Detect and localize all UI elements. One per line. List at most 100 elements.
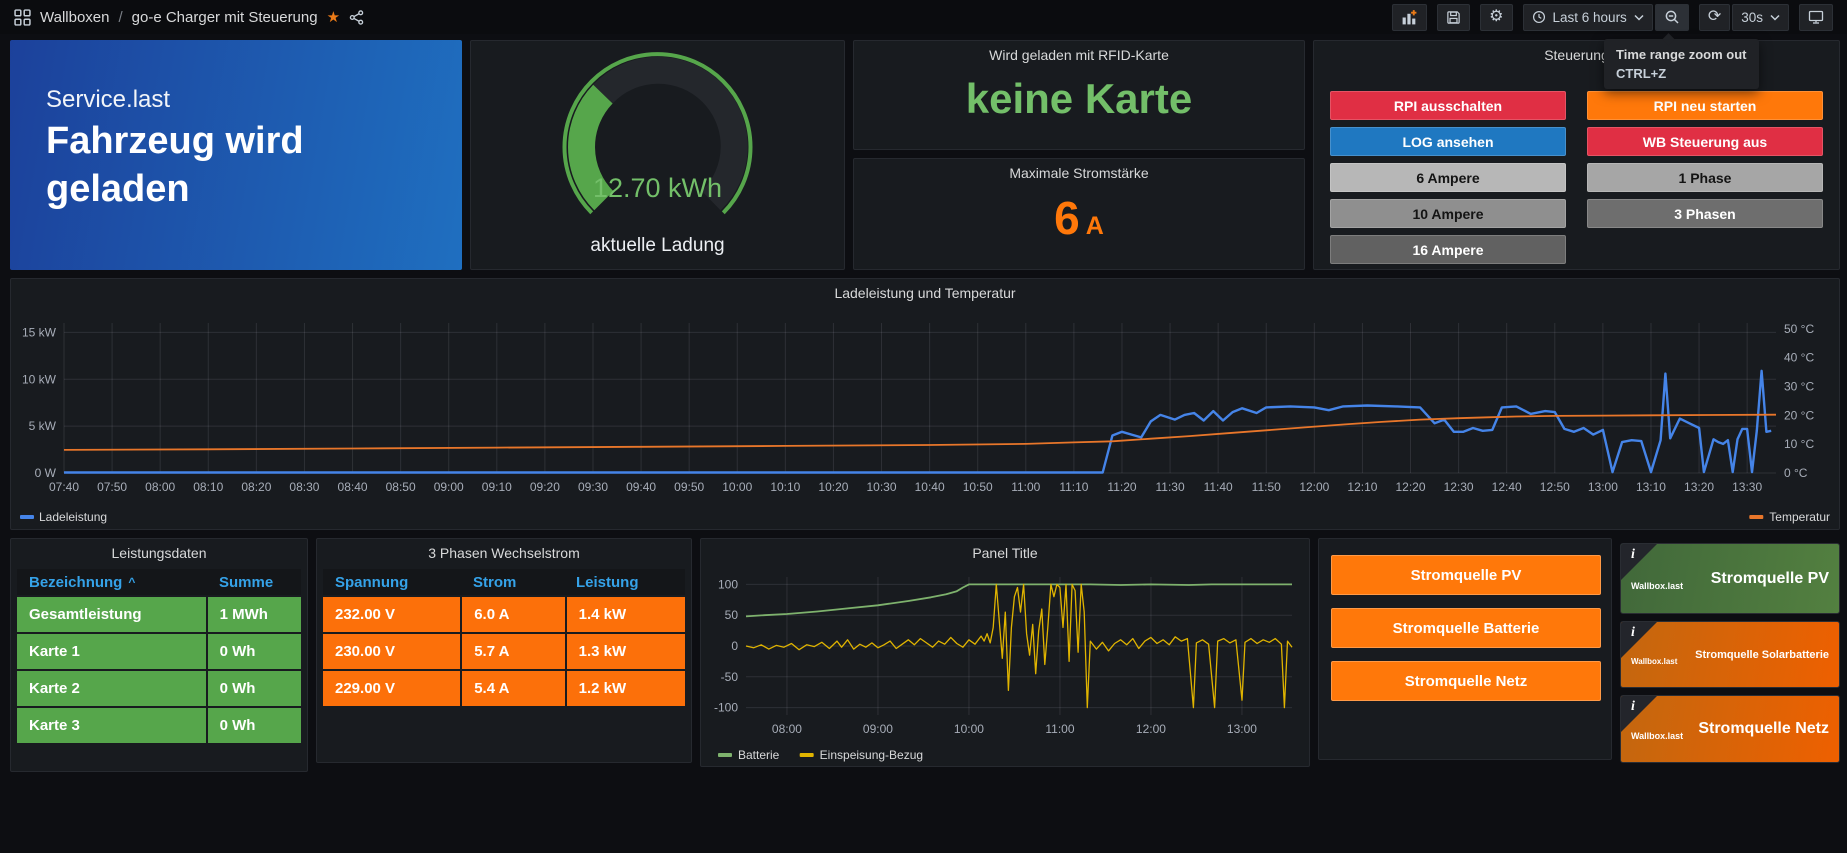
- corner-ribbon: [1621, 622, 1657, 658]
- column-header-spannung[interactable]: Spannung: [335, 573, 409, 591]
- column-header-bezeichnung[interactable]: Bezeichnung ^: [29, 573, 136, 591]
- panel-title[interactable]: Ladeleistung und Temperatur: [834, 285, 1016, 301]
- cell-bezeichnung: Karte 3: [17, 708, 206, 743]
- panel-title[interactable]: 3 Phasen Wechselstrom: [428, 545, 580, 561]
- gear-icon: ⚙: [1489, 8, 1504, 25]
- svg-text:07:40: 07:40: [49, 480, 79, 494]
- svg-text:10:10: 10:10: [770, 480, 800, 494]
- charge-gauge-panel: 12.70 kWh aktuelle Ladung: [470, 40, 845, 270]
- svg-text:-50: -50: [721, 670, 739, 684]
- cell-spannung: 229.00 V: [323, 671, 461, 706]
- svg-text:09:00: 09:00: [434, 480, 464, 494]
- svg-text:10:40: 10:40: [915, 480, 945, 494]
- button-10-ampere[interactable]: 10 Ampere: [1330, 199, 1566, 228]
- panel-title[interactable]: Maximale Stromstärke: [1009, 165, 1149, 181]
- apps-grid-icon[interactable]: [14, 8, 31, 26]
- card-title: Stromquelle Netz: [1698, 720, 1829, 737]
- cell-leistung: 1.4 kW: [566, 597, 685, 632]
- breadcrumb-current[interactable]: go-e Charger mit Steuerung: [131, 8, 318, 26]
- table-row: Gesamtleistung 1 MWh: [17, 597, 301, 632]
- add-panel-button[interactable]: [1392, 3, 1428, 31]
- button-stromquelle-netz[interactable]: Stromquelle Netz: [1331, 661, 1601, 701]
- breadcrumb-root[interactable]: Wallboxen: [40, 8, 110, 26]
- button-16-ampere[interactable]: 16 Ampere: [1330, 235, 1566, 264]
- cell-spannung: 232.00 V: [323, 597, 461, 632]
- zoom-out-button[interactable]: [1654, 3, 1689, 31]
- svg-text:11:00: 11:00: [1011, 480, 1040, 494]
- card-source: Wallbox.last: [1631, 731, 1684, 741]
- svg-text:09:10: 09:10: [482, 480, 512, 494]
- table-row: Karte 1 0 Wh: [17, 634, 301, 669]
- svg-text:0: 0: [731, 639, 738, 653]
- svg-text:12:40: 12:40: [1492, 480, 1522, 494]
- svg-text:08:10: 08:10: [193, 480, 223, 494]
- cell-summe: 0 Wh: [207, 708, 301, 743]
- svg-text:08:40: 08:40: [338, 480, 368, 494]
- svg-text:12.70 kWh: 12.70 kWh: [593, 173, 722, 203]
- card-stromquelle-pv[interactable]: i Wallbox.last Stromquelle PV: [1620, 543, 1840, 614]
- button-1-phase[interactable]: 1 Phase: [1587, 163, 1823, 192]
- svg-text:-100: -100: [714, 701, 738, 715]
- svg-text:12:50: 12:50: [1540, 480, 1570, 494]
- refresh-interval-picker[interactable]: 30s: [1732, 3, 1789, 31]
- refresh-button[interactable]: ⟳: [1698, 3, 1731, 31]
- panel-title[interactable]: Panel Title: [972, 545, 1038, 561]
- time-range-picker[interactable]: Last 6 hours: [1522, 3, 1653, 31]
- table-row: 229.00 V 5.4 A 1.2 kW: [323, 671, 685, 706]
- svg-text:Temperatur: Temperatur: [1769, 510, 1830, 524]
- button-6-ampere[interactable]: 6 Ampere: [1330, 163, 1566, 192]
- kiosk-mode-button[interactable]: [1799, 3, 1833, 31]
- svg-text:13:00: 13:00: [1227, 722, 1257, 736]
- table-row: 232.00 V 6.0 A 1.4 kW: [323, 597, 685, 632]
- batterie-einspeisung-panel: Panel Title 08:00 09:00 10:00 11:00 12:00 13:…: [700, 538, 1310, 767]
- button-rpi-neu-starten[interactable]: RPI neu starten: [1587, 91, 1823, 120]
- dashboard-settings-button[interactable]: ⚙: [1480, 3, 1513, 31]
- service-status-panel: Service.last Fahrzeug wird geladen: [10, 40, 462, 270]
- card-stromquelle-solarbatterie[interactable]: i Wallbox.last Stromquelle Solarbatterie: [1620, 621, 1840, 688]
- svg-text:0 °C: 0 °C: [1784, 466, 1808, 480]
- svg-text:11:40: 11:40: [1204, 480, 1233, 494]
- refresh-interval-label: 30s: [1741, 9, 1763, 25]
- refresh-icon: ⟳: [1707, 8, 1722, 25]
- svg-text:20 °C: 20 °C: [1784, 408, 1814, 422]
- max-current-number: 6: [1054, 192, 1080, 244]
- button-stromquelle-pv[interactable]: Stromquelle PV: [1331, 555, 1601, 595]
- button-3-phasen[interactable]: 3 Phasen: [1587, 199, 1823, 228]
- button-rpi-ausschalten[interactable]: RPI ausschalten: [1330, 91, 1566, 120]
- ladeleistung-temperatur-chart[interactable]: 07:40 07:50 08:00 08:10 08:20 08:30 08:40 08:50…: [12, 303, 1838, 529]
- button-log-ansehen[interactable]: LOG ansehen: [1330, 127, 1566, 156]
- cell-leistung: 1.3 kW: [566, 634, 685, 669]
- svg-text:11:10: 11:10: [1059, 480, 1088, 494]
- charge-gauge: 12.70 kWh: [471, 47, 844, 229]
- svg-text:15 kW: 15 kW: [22, 325, 57, 339]
- column-header-summe[interactable]: Summe: [219, 573, 274, 591]
- tooltip-shortcut: CTRL+Z: [1616, 66, 1667, 81]
- batterie-einspeisung-chart[interactable]: 08:00 09:00 10:00 11:00 12:00 13:00 100 50 0 -50 -…: [702, 565, 1308, 767]
- table-header: Bezeichnung ^ Summe: [17, 569, 301, 595]
- cell-leistung: 1.2 kW: [566, 671, 685, 706]
- column-header-strom[interactable]: Strom: [473, 573, 517, 591]
- button-stromquelle-batterie[interactable]: Stromquelle Batterie: [1331, 608, 1601, 648]
- navbar: Wallboxen / go-e Charger mit Steuerung ★: [0, 0, 1847, 34]
- save-dashboard-button[interactable]: [1437, 3, 1471, 31]
- column-header-leistung[interactable]: Leistung: [576, 573, 639, 591]
- button-wb-steuerung-aus[interactable]: WB Steuerung aus: [1587, 127, 1823, 156]
- share-icon[interactable]: [349, 9, 364, 25]
- svg-text:10:00: 10:00: [722, 480, 752, 494]
- svg-text:10 kW: 10 kW: [22, 372, 57, 386]
- svg-text:09:30: 09:30: [578, 480, 608, 494]
- svg-text:50 °C: 50 °C: [1784, 322, 1814, 336]
- panel-title[interactable]: Steuerung: [1544, 47, 1609, 63]
- svg-text:11:20: 11:20: [1107, 480, 1136, 494]
- svg-text:08:20: 08:20: [241, 480, 271, 494]
- refresh-controls: ⟳ 30s: [1698, 3, 1789, 31]
- svg-text:08:00: 08:00: [772, 722, 802, 736]
- card-stromquelle-netz[interactable]: i Wallbox.last Stromquelle Netz: [1620, 695, 1840, 763]
- panel-title[interactable]: Leistungsdaten: [111, 545, 207, 561]
- panel-title[interactable]: Wird geladen mit RFID-Karte: [989, 47, 1169, 63]
- card-source: Wallbox.last: [1631, 580, 1684, 591]
- favorite-star-icon[interactable]: ★: [326, 8, 341, 26]
- zoom-out-icon: [1665, 10, 1679, 24]
